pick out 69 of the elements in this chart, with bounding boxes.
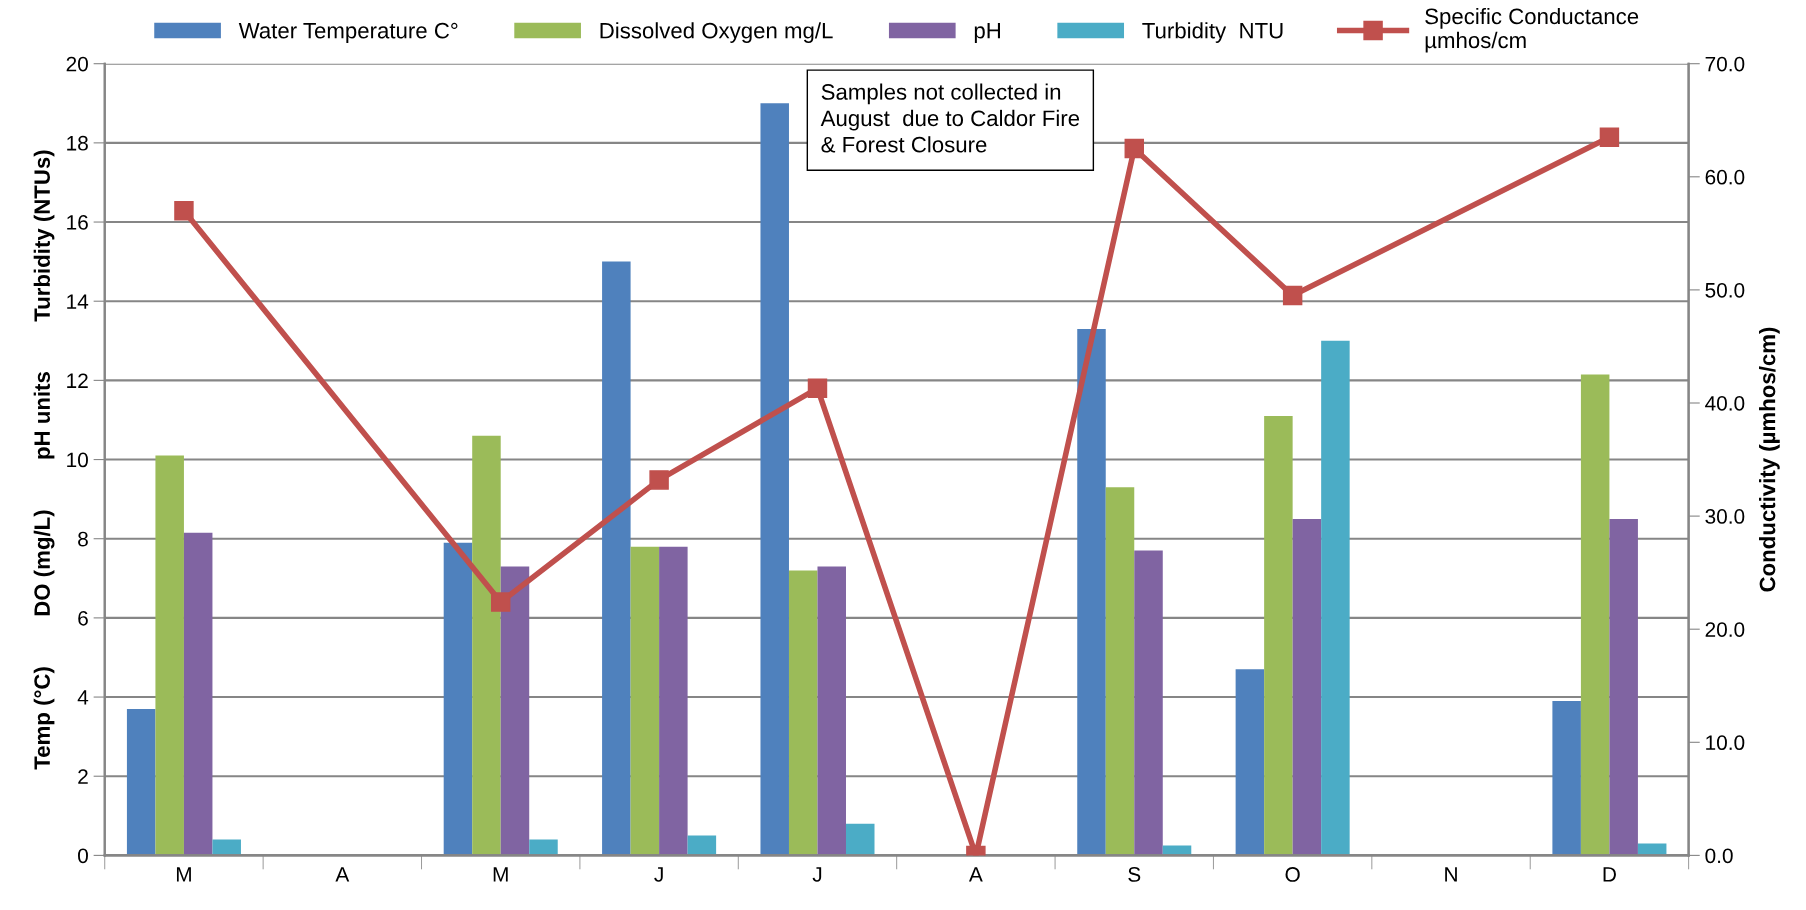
y-tick-label: 16 <box>67 215 88 230</box>
bar <box>1321 340 1350 856</box>
y2-tick-label: 50.0 <box>1705 282 1745 298</box>
point <box>490 592 511 612</box>
y2-tick-label: 0.0 <box>1705 848 1733 864</box>
bar <box>155 455 184 856</box>
point <box>1124 138 1144 159</box>
x-tick-label: A <box>968 867 983 882</box>
y-axis-title: Temp (°C) DO (mg/L) pH units Turbidity (NTUs) <box>33 150 55 770</box>
y-tick-label: 4 <box>77 690 89 705</box>
y2-tick-label: 70.0 <box>1705 56 1745 72</box>
bar <box>126 708 156 856</box>
y-tick-label: 12 <box>67 373 88 388</box>
point <box>174 201 194 221</box>
bar <box>212 839 241 856</box>
x-tick-label: M <box>493 867 508 882</box>
bar <box>1580 374 1610 856</box>
bar <box>630 546 660 856</box>
bar <box>760 103 789 856</box>
y2-tick-label: 20.0 <box>1705 622 1745 637</box>
point <box>1599 127 1620 147</box>
annotation: Samples not collected in August due to Caldor Fire & Forest Closure <box>820 83 1080 153</box>
y-tick-label: 14 <box>67 294 89 309</box>
point <box>1282 285 1303 306</box>
x-tick-label: M <box>176 867 191 882</box>
y2-tick-label: 60.0 <box>1705 169 1745 185</box>
legend-label: Turbidity NTU <box>1142 22 1283 43</box>
x-tick-label: O <box>1285 867 1300 882</box>
y-tick-label: 2 <box>78 769 88 784</box>
x-tick-label: J <box>654 867 663 882</box>
y-tick-label: 18 <box>67 135 88 151</box>
x-tick-label: N <box>1445 867 1457 882</box>
legend-label: Water Temperature C° <box>238 22 458 43</box>
y-tick-label: 10 <box>67 452 88 468</box>
point <box>649 470 669 490</box>
bar <box>1552 701 1581 856</box>
bar <box>500 566 530 856</box>
bar <box>1264 416 1293 856</box>
legend-label: pH <box>974 23 1000 43</box>
bar <box>529 839 558 856</box>
bar <box>817 566 846 856</box>
bar <box>1292 518 1322 856</box>
x-tick-label: D <box>1603 867 1616 882</box>
y2-tick-label: 30.0 <box>1705 509 1745 524</box>
y-tick-label: 0 <box>78 848 88 864</box>
bar <box>472 435 501 856</box>
point <box>807 378 828 399</box>
bar <box>788 570 818 856</box>
bar <box>1235 669 1265 856</box>
bar <box>846 823 875 856</box>
x-tick-label: A <box>335 867 350 882</box>
x-tick-label: S <box>1128 867 1141 882</box>
y-tick-label: 20 <box>66 56 88 72</box>
bar <box>602 261 631 856</box>
legend-label: Specific Conductance µmhos/cm <box>1425 7 1639 53</box>
y-tick-label: 8 <box>78 531 88 547</box>
bar <box>1609 518 1638 856</box>
bar <box>1105 487 1135 856</box>
y2-axis-title: Conductivity (µmhos/cm) <box>1759 327 1780 592</box>
bar <box>183 532 213 856</box>
bar <box>1134 550 1163 856</box>
y2-tick-label: 10.0 <box>1706 735 1745 751</box>
y-tick-label: 6 <box>78 610 88 626</box>
bar <box>1077 328 1106 856</box>
bar <box>659 546 688 856</box>
x-tick-label: J <box>812 867 822 882</box>
y2-tick-label: 40.0 <box>1705 396 1745 411</box>
bar <box>443 542 473 856</box>
legend-label: Dissolved Oxygen mg/L <box>600 22 833 43</box>
